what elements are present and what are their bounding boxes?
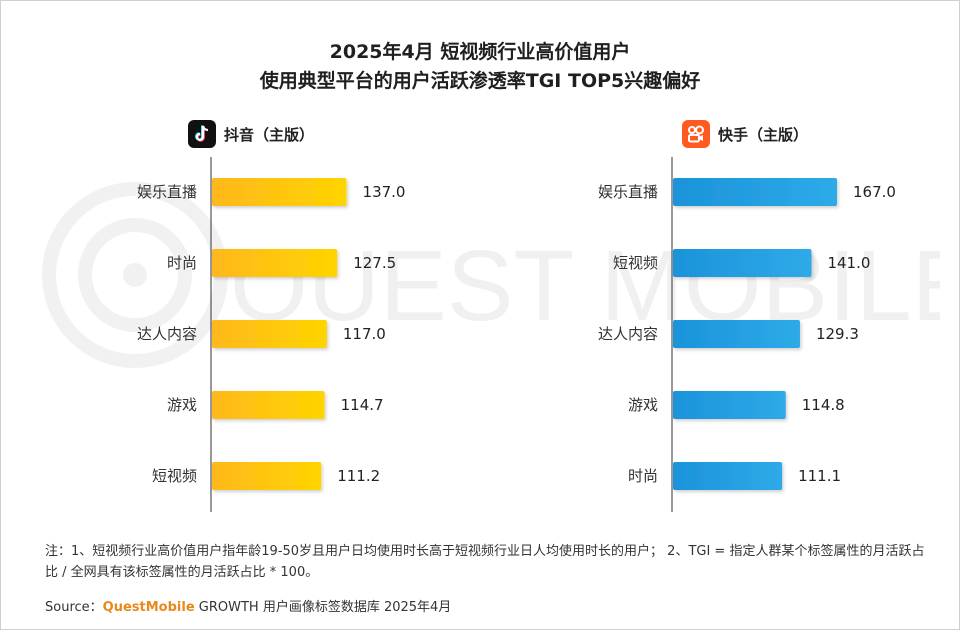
- chart-title-line2: 使用典型平台的用户活跃渗透率TGI TOP5兴趣偏好: [259, 70, 701, 92]
- douyin-category-label: 达人内容: [137, 325, 197, 343]
- kuaishou-category-label: 短视频: [613, 254, 658, 272]
- kuaishou-category-label: 达人内容: [598, 325, 658, 343]
- douyin-bar: [212, 178, 347, 206]
- kuaishou-bar: [673, 391, 786, 419]
- source-brand: QuestMobile: [102, 600, 195, 615]
- kuaishou-category-label: 游戏: [628, 396, 658, 414]
- douyin-bar: [212, 249, 338, 277]
- douyin-category-label: 游戏: [167, 396, 197, 414]
- douyin-value-label: 114.7: [341, 396, 384, 414]
- douyin-bar: [212, 320, 327, 348]
- kuaishou-bar: [673, 249, 812, 277]
- douyin-value-label: 127.5: [353, 254, 396, 272]
- douyin-bar: [212, 391, 325, 419]
- kuaishou-panel-title: 快手（主版）: [718, 125, 809, 144]
- kuaishou-bar: [673, 178, 837, 206]
- footnote: 注：1、短视频行业高价值用户指年龄19-50岁且用户日均使用时长高于短视频行业日…: [45, 544, 925, 580]
- kuaishou-category-label: 娱乐直播: [598, 183, 658, 201]
- kuaishou-bar: [673, 462, 783, 490]
- kuaishou-logo-icon: [682, 120, 710, 148]
- source-text: GROWTH 用户画像标签数据库 2025年4月: [194, 600, 452, 615]
- kuaishou-value-label: 129.3: [816, 325, 859, 343]
- kuaishou-bar: [673, 320, 800, 348]
- douyin-panel-title: 抖音（主版）: [224, 125, 315, 144]
- douyin-category-label: 娱乐直播: [137, 183, 197, 201]
- source-line: Source：QuestMobile GROWTH 用户画像标签数据库 2025…: [45, 596, 451, 615]
- kuaishou-value-label: 114.8: [802, 396, 845, 414]
- douyin-value-label: 137.0: [363, 183, 406, 201]
- kuaishou-value-label: 111.1: [798, 467, 841, 485]
- chart-title-line1: 2025年4月 短视频行业高价值用户: [329, 41, 631, 63]
- douyin-category-label: 短视频: [152, 467, 197, 485]
- douyin-bar: [212, 462, 322, 490]
- source-label: Source：: [45, 600, 103, 615]
- douyin-logo-icon: [188, 120, 216, 148]
- douyin-value-label: 117.0: [343, 325, 386, 343]
- douyin-category-label: 时尚: [167, 254, 197, 272]
- douyin-panel-header: 抖音（主版）: [188, 118, 314, 150]
- douyin-value-label: 111.2: [337, 467, 380, 485]
- kuaishou-value-label: 141.0: [827, 254, 870, 272]
- kuaishou-value-label: 167.0: [853, 183, 896, 201]
- kuaishou-category-label: 时尚: [628, 467, 658, 485]
- kuaishou-panel-header: 快手（主版）: [682, 118, 808, 150]
